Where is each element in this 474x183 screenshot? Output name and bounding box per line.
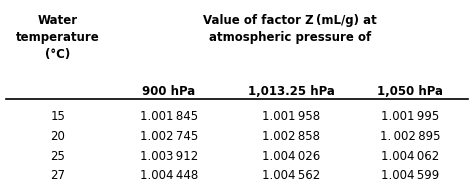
Text: 1.004 448: 1.004 448 [139, 169, 198, 182]
Text: 25: 25 [51, 150, 65, 163]
Text: 1.004 026: 1.004 026 [262, 150, 320, 163]
Text: 1.001 845: 1.001 845 [140, 110, 198, 123]
Text: 1.003 912: 1.003 912 [139, 150, 198, 163]
Text: 1.001 995: 1.001 995 [381, 110, 439, 123]
Text: 1,013.25 hPa: 1,013.25 hPa [248, 85, 335, 98]
Text: 1.004 599: 1.004 599 [381, 169, 439, 182]
Text: 1.002 745: 1.002 745 [139, 130, 198, 143]
Text: 1.002 858: 1.002 858 [262, 130, 320, 143]
Text: 1. 002 895: 1. 002 895 [380, 130, 441, 143]
Text: 1,050 hPa: 1,050 hPa [377, 85, 443, 98]
Text: Value of factor Z (mL/g) at
atmospheric pressure of: Value of factor Z (mL/g) at atmospheric … [203, 14, 377, 44]
Text: 20: 20 [51, 130, 65, 143]
Text: 1.004 562: 1.004 562 [262, 169, 320, 182]
Text: 1.001 958: 1.001 958 [262, 110, 320, 123]
Text: Water
temperature
(°C): Water temperature (°C) [16, 14, 100, 61]
Text: 900 hPa: 900 hPa [142, 85, 195, 98]
Text: 1.004 062: 1.004 062 [381, 150, 439, 163]
Text: 27: 27 [50, 169, 65, 182]
Text: 15: 15 [51, 110, 65, 123]
